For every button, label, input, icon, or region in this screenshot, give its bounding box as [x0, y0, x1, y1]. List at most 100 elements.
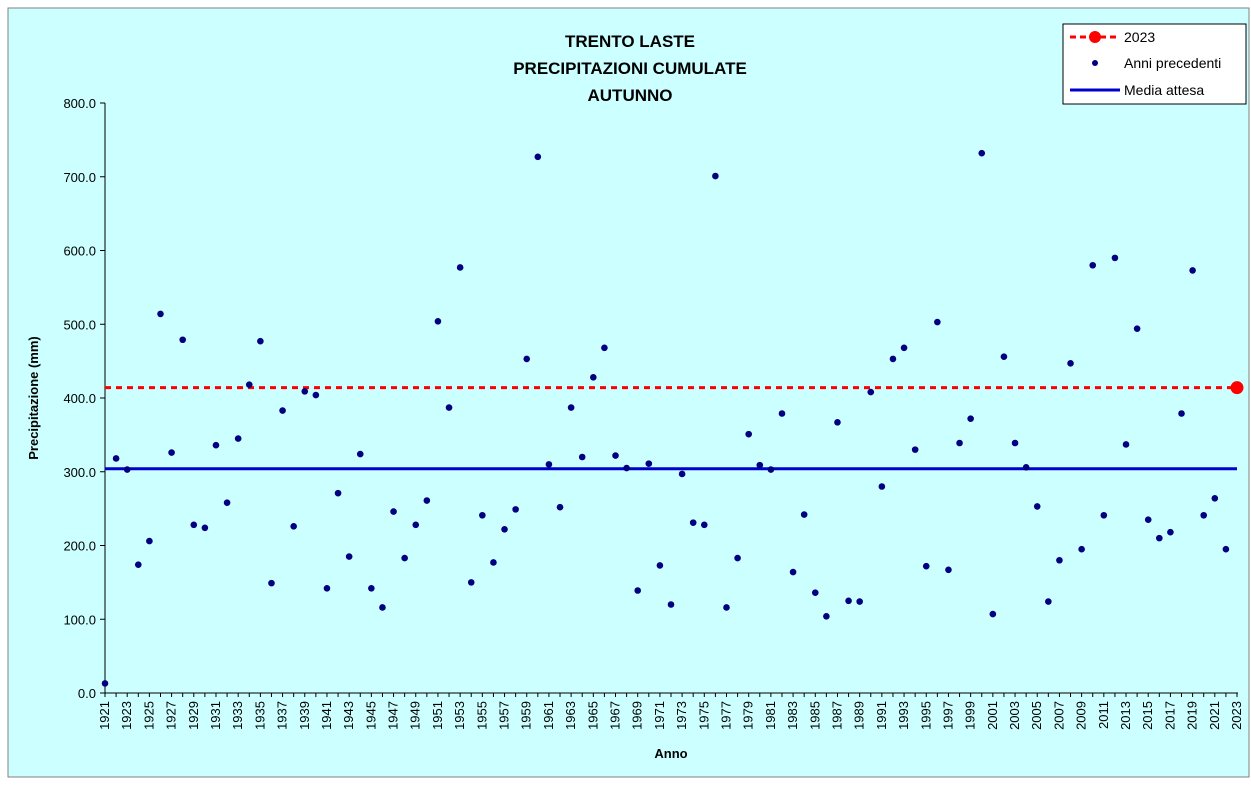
data-point	[934, 318, 941, 326]
data-point	[590, 374, 597, 381]
data-point	[423, 497, 431, 504]
data-point	[445, 404, 453, 411]
data-point	[811, 589, 819, 596]
x-tick-label: 1929	[186, 701, 201, 730]
x-tick-label: 2015	[1140, 701, 1155, 730]
x-tick-label: 1971	[652, 701, 667, 730]
x-tick-label: 1949	[408, 701, 423, 730]
x-tick-label: 1921	[97, 701, 112, 730]
x-tick-label: 1989	[852, 701, 867, 730]
data-point	[1156, 534, 1163, 542]
reference-lines	[105, 386, 1237, 471]
data-point	[390, 508, 397, 515]
data-point	[667, 601, 675, 608]
data-point	[401, 554, 408, 562]
y-tick-label: 800.0	[63, 96, 96, 111]
data-point	[290, 523, 297, 530]
data-point	[834, 419, 841, 426]
data-point	[878, 483, 886, 490]
data-point	[268, 579, 275, 587]
x-tick-label: 1931	[208, 701, 223, 730]
data-point	[190, 521, 198, 529]
x-tick-label: 2017	[1162, 701, 1177, 730]
data-point	[578, 453, 586, 461]
x-tick-label: 1975	[696, 701, 711, 730]
data-point	[789, 568, 797, 576]
data-point	[1189, 267, 1196, 274]
x-tick-label: 1955	[474, 701, 489, 730]
data-point	[1089, 261, 1097, 269]
legend-2023-label: 2023	[1124, 29, 1155, 45]
x-tick-label: 1959	[519, 701, 534, 730]
data-point	[778, 410, 786, 417]
data-point	[678, 470, 686, 478]
x-tick-label: 1977	[718, 701, 733, 730]
x-tick-label: 1979	[741, 701, 756, 730]
chart-title-line-2: PRECIPITAZIONI CUMULATE	[513, 59, 747, 78]
data-point	[1011, 439, 1019, 447]
data-point	[978, 149, 986, 157]
x-tick-label: 1999	[963, 701, 978, 730]
data-point	[1111, 254, 1119, 262]
data-point	[723, 604, 730, 611]
x-tick-label: 1951	[430, 701, 445, 730]
x-tick-label: 1953	[452, 701, 467, 730]
x-tick-label: 1991	[874, 701, 889, 730]
data-point	[922, 562, 930, 570]
data-point	[412, 521, 420, 529]
data-point	[356, 450, 364, 458]
x-tick-label: 1965	[585, 701, 600, 730]
x-tick-label: 2009	[1074, 701, 1089, 730]
legend-previous-label: Anni precedenti	[1124, 55, 1221, 71]
y-tick-label: 300.0	[63, 465, 96, 480]
data-point	[345, 553, 353, 560]
data-point	[312, 391, 320, 399]
x-tick-label: 1963	[563, 701, 578, 730]
data-point	[900, 344, 908, 352]
data-point	[945, 566, 952, 574]
x-tick-label: 2013	[1118, 701, 1133, 730]
data-point	[745, 430, 752, 438]
x-tick-label: 2021	[1207, 701, 1222, 730]
data-point	[601, 344, 608, 352]
legend: 2023 Anni precedenti Media attesa	[1062, 23, 1247, 105]
data-point	[634, 587, 642, 594]
data-point	[734, 554, 741, 562]
data-point	[523, 355, 531, 363]
x-tick-label: 1933	[230, 701, 245, 730]
x-tick-label: 2005	[1029, 701, 1044, 730]
data-point	[1178, 410, 1185, 417]
data-point	[212, 441, 220, 449]
data-point	[689, 519, 697, 526]
data-point	[1033, 503, 1041, 510]
x-tick-label: 2001	[985, 701, 1000, 730]
data-point	[379, 604, 386, 611]
y-tick-label: 500.0	[63, 317, 96, 332]
data-point	[856, 598, 863, 605]
data-point	[1144, 516, 1152, 523]
data-point	[368, 584, 375, 592]
x-tick-label: 1997	[940, 701, 955, 730]
data-point	[823, 613, 830, 620]
y-ticks: 0.0 100.0 200.0 300.0 400.0 500.0 600.0 700.0 80…	[63, 96, 105, 701]
data-point	[123, 466, 131, 473]
data-point	[301, 388, 309, 395]
data-point	[889, 355, 897, 363]
x-tick-label: 1927	[164, 701, 179, 730]
data-point	[467, 579, 475, 586]
data-point	[501, 525, 508, 533]
x-tick-label: 1967	[608, 701, 623, 730]
x-tick-label: 1943	[341, 701, 356, 730]
x-tick-label: 2023	[1229, 701, 1244, 730]
x-tick-label: 1939	[297, 701, 312, 730]
data-point	[479, 511, 486, 519]
data-point	[168, 449, 175, 456]
plot-background	[7, 7, 1250, 778]
chart-title-line-1: TRENTO LASTE	[565, 32, 695, 51]
data-point	[146, 537, 153, 545]
x-tick-label: 2019	[1185, 701, 1200, 730]
y-tick-label: 100.0	[63, 612, 96, 627]
x-tick-label: 1993	[896, 701, 911, 730]
